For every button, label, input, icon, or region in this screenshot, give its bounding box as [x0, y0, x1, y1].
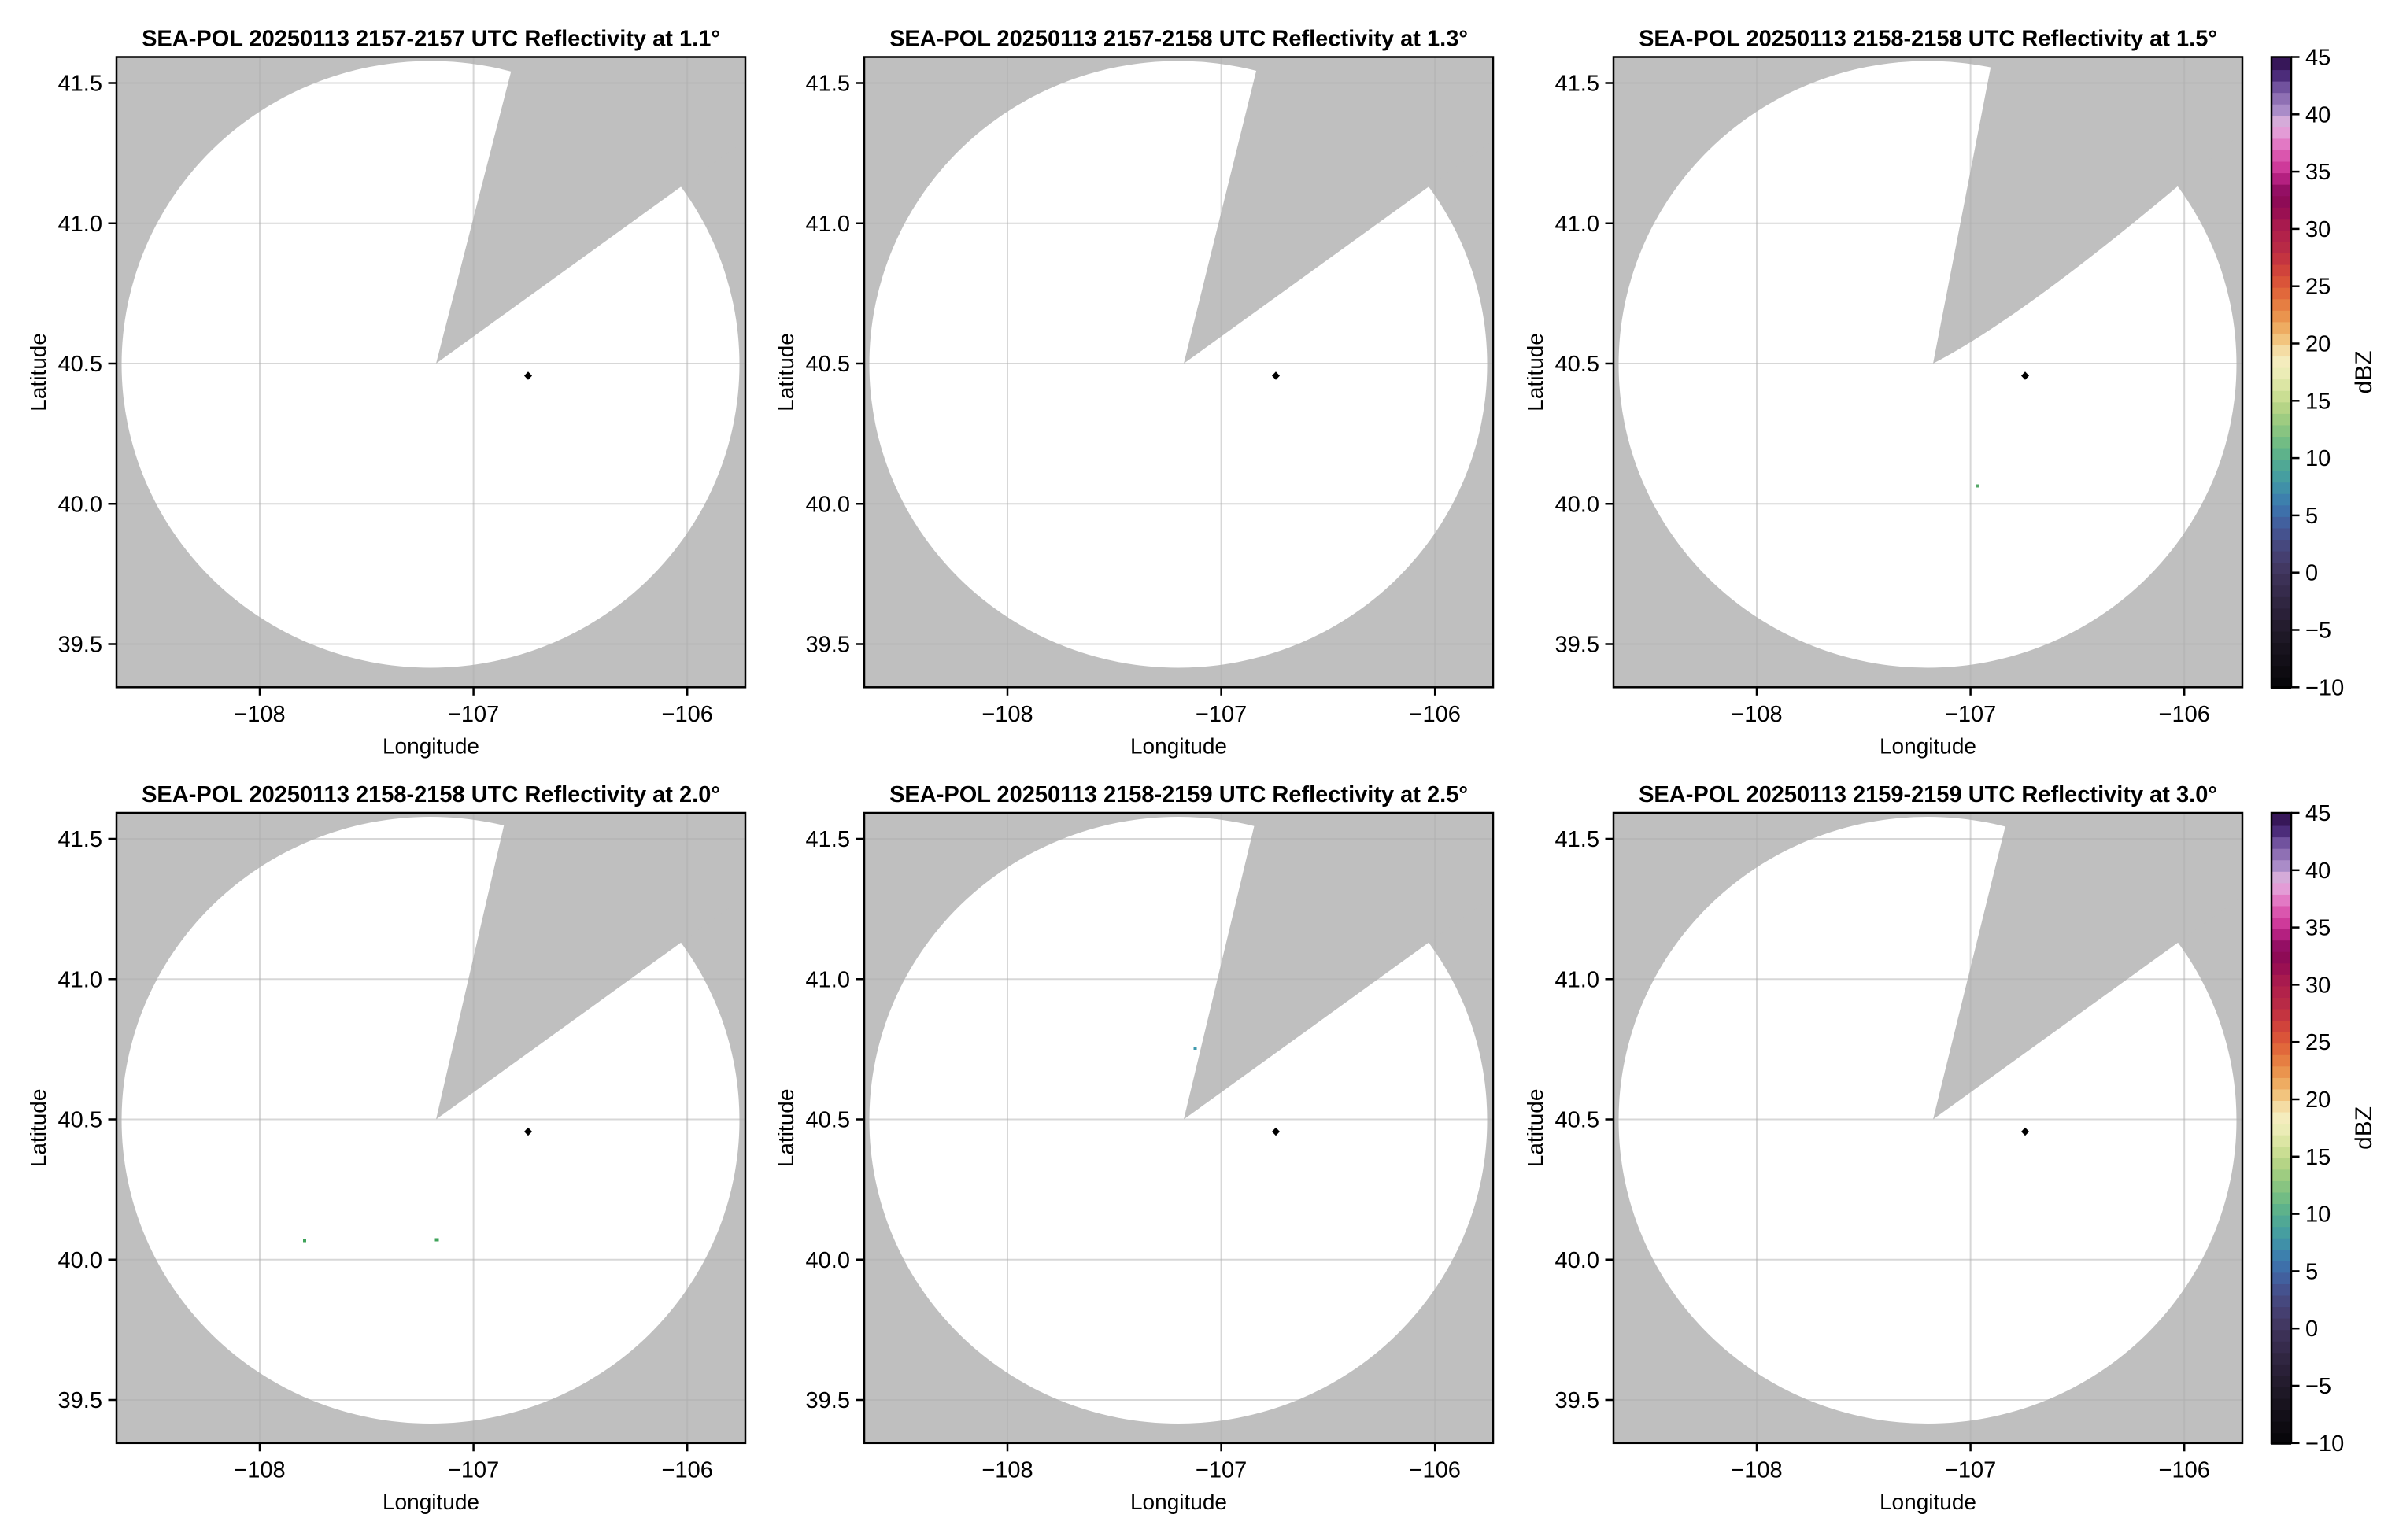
svg-text:41.0: 41.0: [1555, 212, 1599, 237]
svg-text:41.5: 41.5: [1555, 72, 1599, 97]
svg-text:40.5: 40.5: [1555, 1108, 1599, 1133]
svg-text:−107: −107: [1945, 1457, 1996, 1483]
svg-text:SEA-POL 20250113 2158-2159 UTC: SEA-POL 20250113 2158-2159 UTC Reflectiv…: [889, 782, 1468, 807]
svg-text:−5: −5: [2305, 1374, 2331, 1399]
svg-text:35: 35: [2305, 916, 2331, 941]
svg-text:dBZ: dBZ: [2351, 1106, 2377, 1150]
svg-text:Latitude: Latitude: [1523, 1089, 1547, 1168]
svg-text:41.0: 41.0: [806, 967, 850, 992]
svg-text:Longitude: Longitude: [383, 1490, 479, 1514]
svg-text:40: 40: [2305, 102, 2331, 127]
svg-text:40.5: 40.5: [806, 1108, 850, 1133]
svg-text:41.0: 41.0: [58, 967, 102, 992]
svg-text:40.5: 40.5: [1555, 352, 1599, 377]
svg-text:40.0: 40.0: [58, 492, 102, 517]
svg-text:Latitude: Latitude: [26, 333, 50, 412]
svg-text:SEA-POL 20250113 2157-2158 UTC: SEA-POL 20250113 2157-2158 UTC Reflectiv…: [889, 27, 1468, 52]
svg-text:39.5: 39.5: [806, 1388, 850, 1413]
svg-text:41.0: 41.0: [1555, 967, 1599, 992]
svg-text:−108: −108: [1731, 702, 1782, 727]
svg-text:−107: −107: [1196, 702, 1247, 727]
svg-text:−108: −108: [234, 702, 285, 727]
svg-text:45: 45: [2305, 801, 2331, 826]
svg-text:40.0: 40.0: [806, 1248, 850, 1273]
svg-text:10: 10: [2305, 446, 2331, 471]
svg-text:41.5: 41.5: [806, 72, 850, 97]
svg-text:30: 30: [2305, 217, 2331, 242]
svg-text:Longitude: Longitude: [1130, 1490, 1227, 1514]
svg-text:−108: −108: [234, 1457, 285, 1483]
svg-text:40.0: 40.0: [1555, 1248, 1599, 1273]
svg-text:39.5: 39.5: [58, 633, 102, 658]
svg-text:−108: −108: [981, 702, 1033, 727]
svg-text:−10: −10: [2305, 675, 2344, 700]
svg-text:41.5: 41.5: [58, 72, 102, 97]
svg-text:−107: −107: [448, 1457, 499, 1483]
svg-text:20: 20: [2305, 332, 2331, 357]
svg-text:40.5: 40.5: [806, 352, 850, 377]
svg-text:0: 0: [2305, 561, 2318, 586]
svg-text:40.0: 40.0: [58, 1248, 102, 1273]
svg-text:35: 35: [2305, 160, 2331, 185]
svg-text:39.5: 39.5: [58, 1388, 102, 1413]
svg-text:−108: −108: [1731, 1457, 1782, 1483]
svg-text:40.5: 40.5: [58, 1108, 102, 1133]
svg-text:0: 0: [2305, 1317, 2318, 1342]
svg-text:−107: −107: [1945, 702, 1996, 727]
svg-text:10: 10: [2305, 1202, 2331, 1228]
svg-text:15: 15: [2305, 389, 2331, 414]
svg-text:Latitude: Latitude: [1523, 333, 1547, 412]
svg-text:SEA-POL 20250113 2157-2157 UTC: SEA-POL 20250113 2157-2157 UTC Reflectiv…: [142, 27, 720, 52]
svg-text:25: 25: [2305, 275, 2331, 300]
svg-text:5: 5: [2305, 1259, 2318, 1284]
svg-text:−106: −106: [2159, 702, 2210, 727]
svg-text:41.5: 41.5: [806, 827, 850, 852]
svg-text:−107: −107: [1196, 1457, 1247, 1483]
svg-text:Longitude: Longitude: [1130, 733, 1227, 758]
svg-text:Latitude: Latitude: [774, 1089, 798, 1168]
svg-text:41.0: 41.0: [806, 212, 850, 237]
svg-text:25: 25: [2305, 1030, 2331, 1055]
svg-text:−106: −106: [662, 1457, 713, 1483]
svg-text:−108: −108: [981, 1457, 1033, 1483]
svg-text:5: 5: [2305, 504, 2318, 529]
svg-text:Latitude: Latitude: [774, 333, 798, 412]
svg-text:39.5: 39.5: [1555, 633, 1599, 658]
svg-text:15: 15: [2305, 1145, 2331, 1170]
svg-text:41.5: 41.5: [1555, 827, 1599, 852]
svg-text:40.5: 40.5: [58, 352, 102, 377]
svg-text:dBZ: dBZ: [2351, 350, 2377, 393]
svg-text:−5: −5: [2305, 619, 2331, 644]
svg-text:−106: −106: [662, 702, 713, 727]
svg-text:39.5: 39.5: [1555, 1388, 1599, 1413]
svg-text:SEA-POL 20250113 2159-2159 UTC: SEA-POL 20250113 2159-2159 UTC Reflectiv…: [1639, 782, 2217, 807]
svg-text:30: 30: [2305, 973, 2331, 998]
svg-text:Longitude: Longitude: [1880, 733, 1976, 758]
svg-text:45: 45: [2305, 46, 2331, 71]
svg-text:−106: −106: [1410, 702, 1461, 727]
svg-text:Longitude: Longitude: [383, 733, 479, 758]
svg-text:41.5: 41.5: [58, 827, 102, 852]
svg-text:39.5: 39.5: [806, 633, 850, 658]
svg-text:40.0: 40.0: [806, 492, 850, 517]
svg-text:−10: −10: [2305, 1431, 2344, 1457]
svg-text:SEA-POL 20250113 2158-2158 UTC: SEA-POL 20250113 2158-2158 UTC Reflectiv…: [142, 782, 720, 807]
svg-text:40.0: 40.0: [1555, 492, 1599, 517]
svg-text:20: 20: [2305, 1088, 2331, 1113]
svg-text:−107: −107: [448, 702, 499, 727]
svg-text:40: 40: [2305, 859, 2331, 884]
svg-text:−106: −106: [2159, 1457, 2210, 1483]
svg-text:41.0: 41.0: [58, 212, 102, 237]
svg-text:Longitude: Longitude: [1880, 1490, 1976, 1514]
svg-text:Latitude: Latitude: [26, 1089, 50, 1168]
svg-text:−106: −106: [1410, 1457, 1461, 1483]
svg-text:SEA-POL 20250113 2158-2158 UTC: SEA-POL 20250113 2158-2158 UTC Reflectiv…: [1639, 27, 2217, 52]
